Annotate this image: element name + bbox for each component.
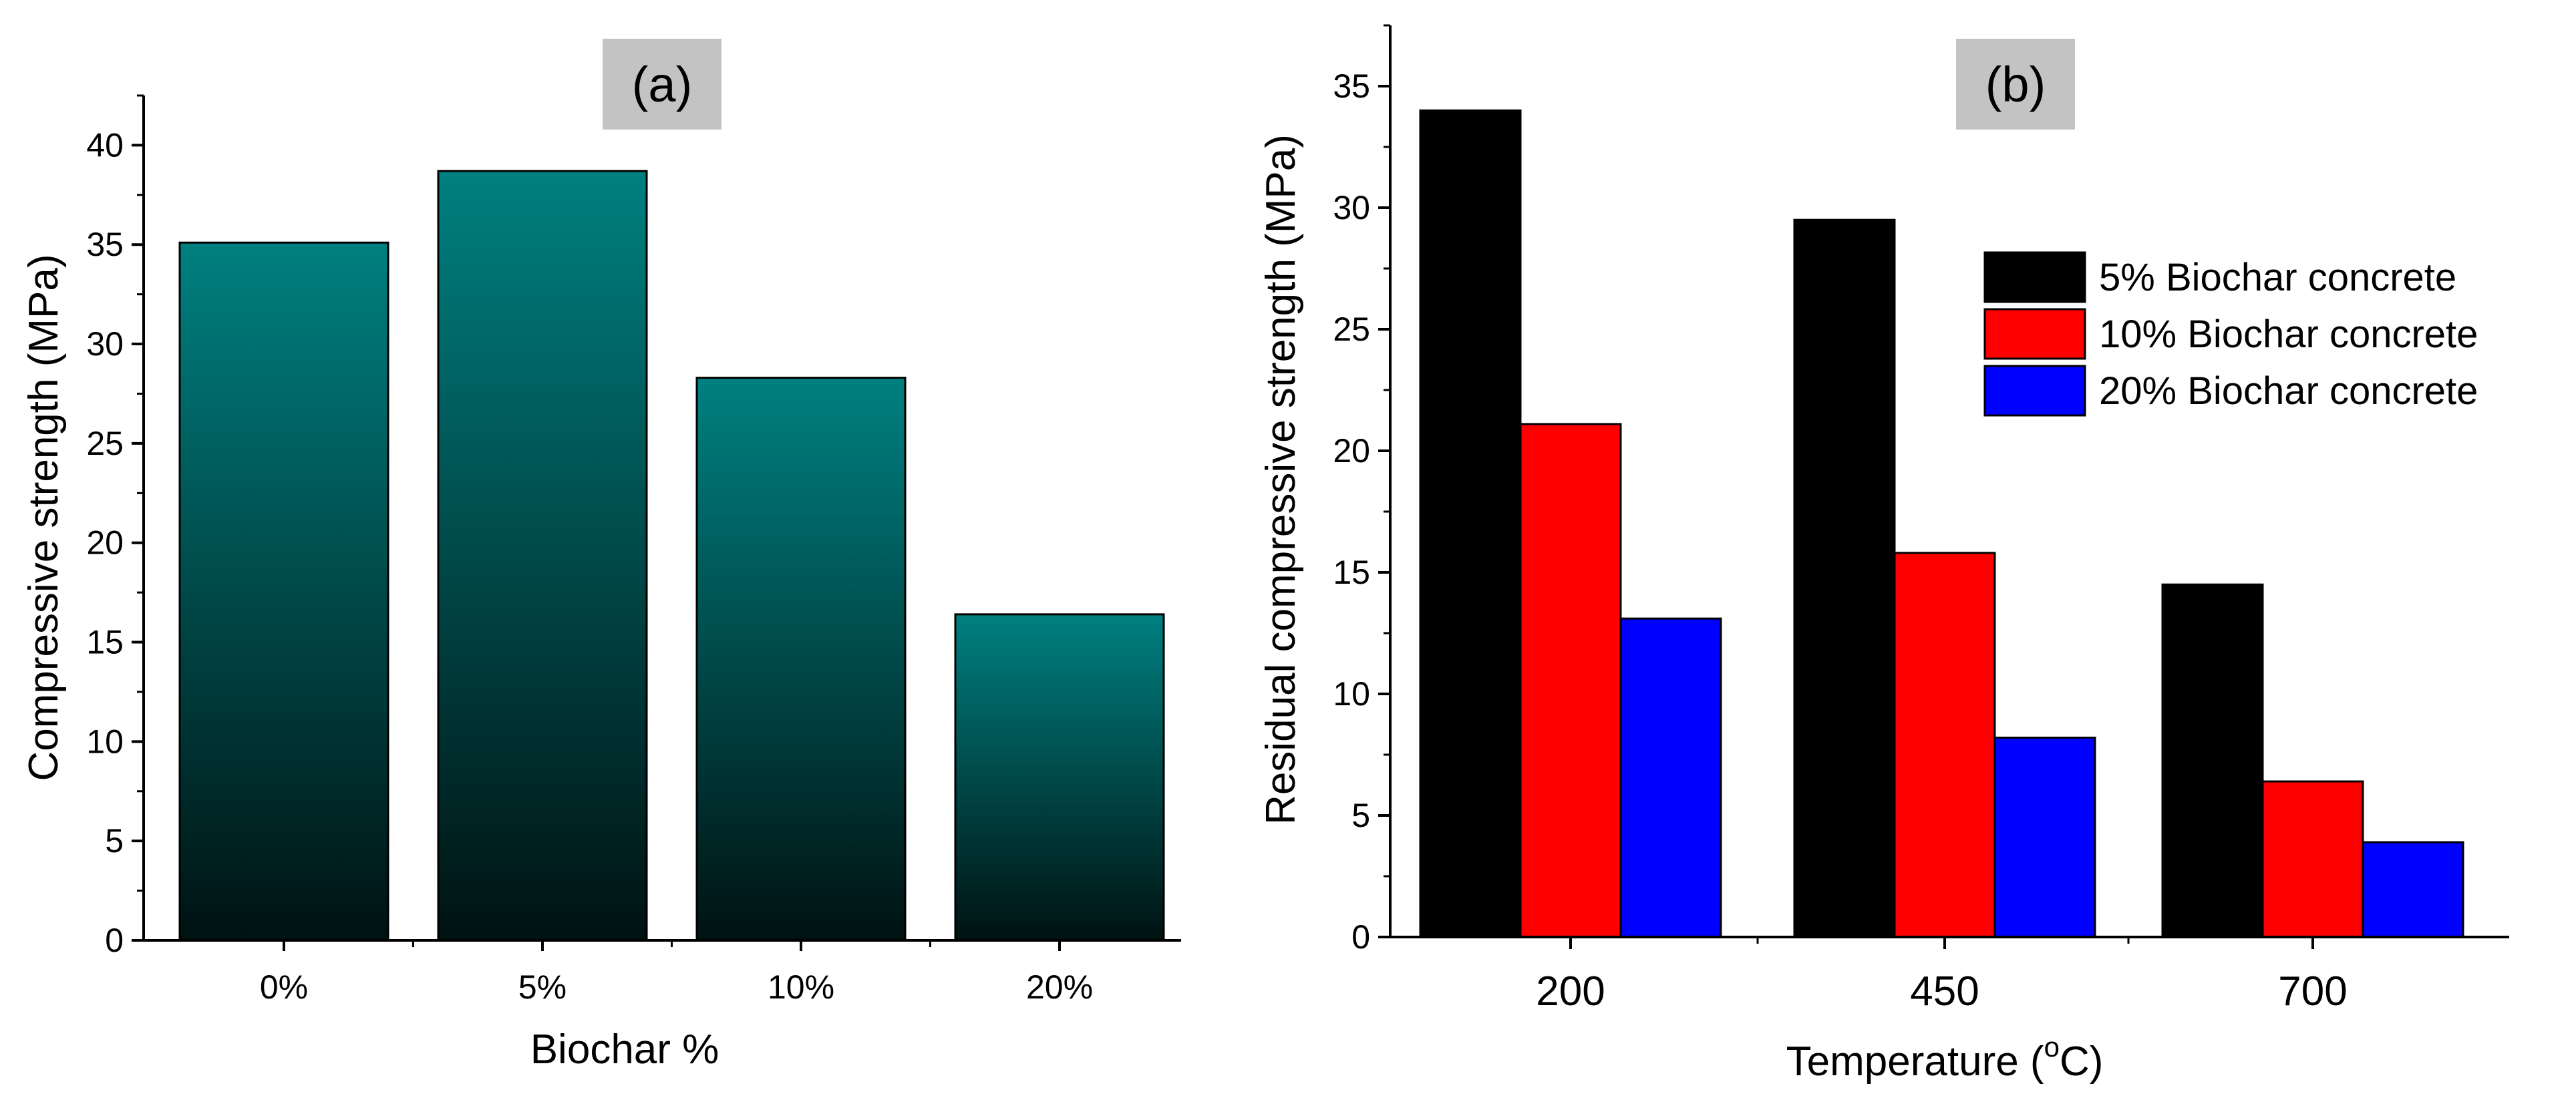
x-axis-title-b-prefix: Temperature ( (1786, 1039, 2044, 1085)
bar-b-0-1 (1519, 423, 1622, 938)
bar-a-3 (954, 613, 1165, 942)
panel-label-bg-b (1956, 39, 2075, 130)
bar-b-1-0 (1793, 218, 1896, 938)
y-tick-label: 35 (1333, 67, 1370, 105)
chart-a: (a) 0 5 10 15 20 25 30 35 40 0% 5% 10% 20% Compress… (21, 39, 1181, 1073)
y-tick-label: 20 (1333, 432, 1370, 470)
y-tick-label: 30 (1333, 189, 1370, 226)
bar-a-1 (437, 170, 648, 942)
y-tick-label: 10 (1333, 675, 1370, 713)
x-tick-label-a: 5% (518, 968, 567, 1006)
bar-a-2 (695, 377, 907, 942)
x-axis-title-a: Biochar % (530, 1027, 719, 1073)
legend-label-0: 5% Biochar concrete (2099, 256, 2456, 299)
bar-b-2-0 (2161, 583, 2264, 938)
y-tick-label: 0 (105, 922, 124, 959)
x-tick-label-b: 700 (2278, 968, 2347, 1014)
x-axis-title-b: Temperature (oC) (1786, 1031, 2104, 1085)
legend-label-2: 20% Biochar concrete (2099, 369, 2478, 413)
legend-b: 5% Biochar concrete 10% Biochar concrete 2… (1983, 251, 2478, 417)
chart-b: (b) 0 5 10 15 20 25 30 35 200 450 700 Residual co… (1258, 24, 2509, 1085)
y-tick-label: 5 (1351, 797, 1370, 834)
y-tick-label: 15 (1333, 554, 1370, 591)
y-tick-label: 20 (86, 524, 124, 562)
y-tick-label: 25 (1333, 311, 1370, 348)
x-tick-labels-b: 200 450 700 (1536, 937, 2348, 1014)
panel-label-b: (b) (1985, 57, 2046, 112)
y-axis-title-a: Compressive strength (MPa) (21, 254, 67, 781)
bar-b-1-2 (1993, 737, 2096, 938)
legend-label-1: 10% Biochar concrete (2099, 313, 2478, 356)
bar-b-0-2 (1619, 617, 1722, 938)
bars-a (178, 170, 1165, 942)
legend-swatch-1 (1983, 308, 2086, 360)
y-tick-label: 0 (1351, 918, 1370, 956)
y-tick-label: 40 (86, 126, 124, 164)
y-tick-label: 5 (105, 822, 124, 860)
y-ticks-b: 0 5 10 15 20 25 30 35 (1333, 24, 1390, 956)
legend-swatch-2 (1983, 365, 2086, 417)
x-tick-labels-a: 0% 5% 10% 20% (260, 940, 1093, 1006)
x-tick-label-a: 20% (1026, 968, 1093, 1006)
x-tick-label-b: 450 (1910, 968, 1979, 1014)
y-axis-title-b: Residual compressive strength (MPa) (1258, 134, 1304, 825)
bar-b-2-2 (2362, 841, 2464, 938)
x-axis-title-b-sup: o (2044, 1031, 2060, 1063)
bar-b-0-0 (1419, 109, 1522, 938)
x-tick-label-a: 0% (260, 968, 308, 1006)
y-tick-label: 25 (86, 425, 124, 462)
y-ticks-a: 0 5 10 15 20 25 30 35 40 (86, 94, 144, 959)
bars-b (1419, 109, 2464, 938)
x-tick-label-a: 10% (768, 968, 834, 1006)
panel-label-bg-a (603, 39, 721, 130)
legend-swatch-0 (1983, 251, 2086, 303)
y-tick-label: 10 (86, 723, 124, 760)
x-axis-title-b-suffix: C) (2060, 1039, 2103, 1085)
bar-b-1-1 (1893, 552, 1996, 938)
panel-label-a: (a) (632, 57, 692, 112)
y-tick-label: 15 (86, 624, 124, 661)
y-tick-label: 35 (86, 226, 124, 263)
x-tick-label-b: 200 (1536, 968, 1605, 1014)
bar-b-2-1 (2261, 780, 2364, 938)
bar-a-0 (178, 241, 389, 942)
y-tick-label: 30 (86, 325, 124, 363)
